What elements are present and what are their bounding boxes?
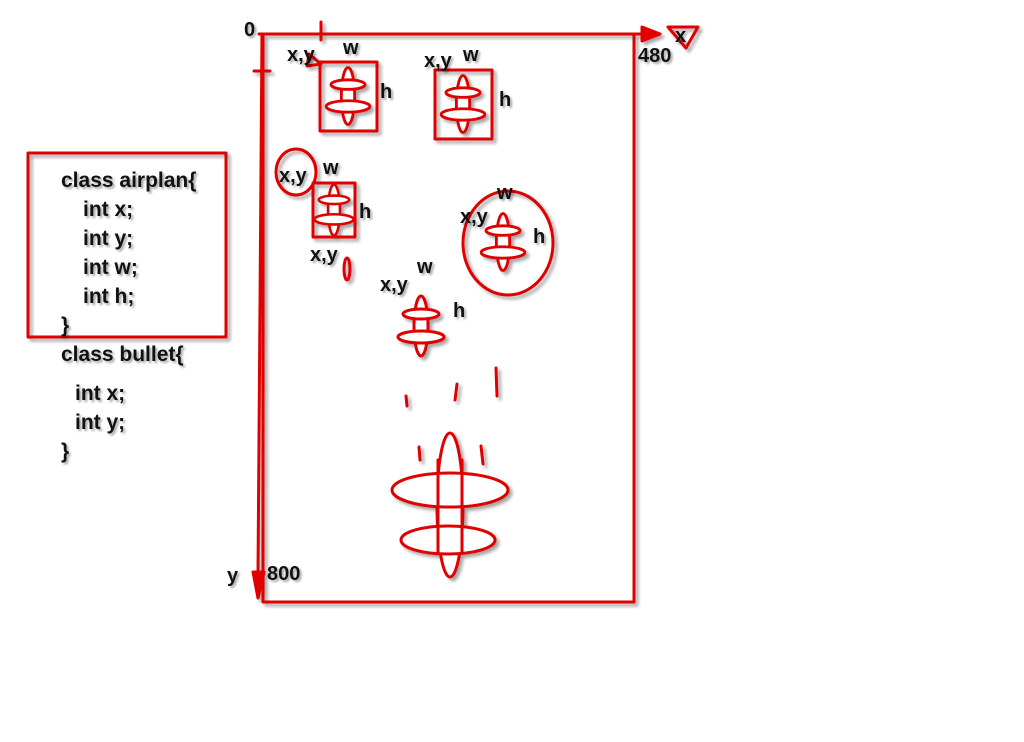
bullet-class-close: } [61, 440, 70, 463]
plane-5 [396, 294, 446, 358]
bullet [453, 382, 459, 402]
x-axis-label: x [675, 25, 687, 47]
bullet-class-header: class bullet{ [61, 343, 184, 366]
plane-3-xy-circle [274, 147, 318, 197]
airplan-class-close: } [61, 314, 70, 337]
plane-4-w-label: w [497, 182, 513, 204]
plane-5-w-label: w [417, 256, 433, 278]
plane-2-w-label: w [463, 44, 479, 66]
plane-1-bbox [318, 60, 379, 133]
bullet [417, 445, 422, 462]
plane-3-bottom-mark [342, 256, 352, 282]
plane-1 [324, 66, 372, 126]
plane-3-bottom-xy-label: x,y [310, 244, 338, 266]
plane-1-xy-marker [305, 52, 323, 68]
plane-4-h-label: h [533, 226, 546, 248]
plane-2-h-label: h [499, 89, 512, 111]
plane-5-xy-label: x,y [380, 274, 408, 296]
airplan-field-x: int x; [83, 198, 134, 221]
x-max-label: 480 [638, 45, 672, 67]
y-axis-arrowhead [251, 570, 266, 600]
airplan-field-w: int w; [83, 256, 138, 279]
plane-3-w-label: w [323, 157, 339, 179]
plane-3-xy-label: x,y [279, 165, 307, 187]
bullet [479, 444, 485, 466]
plane-1-xy-label: x,y [287, 44, 315, 66]
y-axis-line [256, 32, 264, 577]
y-max-label: 800 [267, 563, 301, 585]
airplan-field-h: int h; [83, 285, 135, 308]
bullet [404, 394, 409, 408]
plane-4-xy-label: x,y [460, 206, 488, 228]
plane-2 [439, 74, 487, 134]
bullet-field-y: int y; [75, 411, 126, 434]
airplan-field-y: int y; [83, 227, 134, 250]
origin-label: 0 [244, 19, 256, 41]
airplan-class-header: class airplan{ [61, 169, 197, 192]
plane-1-h-label: h [380, 81, 393, 103]
player-plane [390, 431, 510, 579]
x-axis-arrowhead [640, 25, 662, 43]
x-axis-triangle-mark [666, 25, 700, 50]
y-axis-label: y [227, 565, 239, 587]
plane-3 [313, 183, 355, 237]
plane-5-h-label: h [453, 300, 466, 322]
plane-2-bbox [433, 68, 494, 141]
plane-1-w-label: w [343, 37, 359, 59]
plane-3-bbox [311, 181, 357, 239]
plane-2-xy-label: x,y [424, 50, 452, 72]
bullet-field-x: int x; [75, 382, 126, 405]
plane-4-bound-circle [461, 189, 555, 297]
plane-3-h-label: h [359, 201, 372, 223]
bullet [494, 366, 499, 398]
airplan-class-box [26, 151, 228, 339]
